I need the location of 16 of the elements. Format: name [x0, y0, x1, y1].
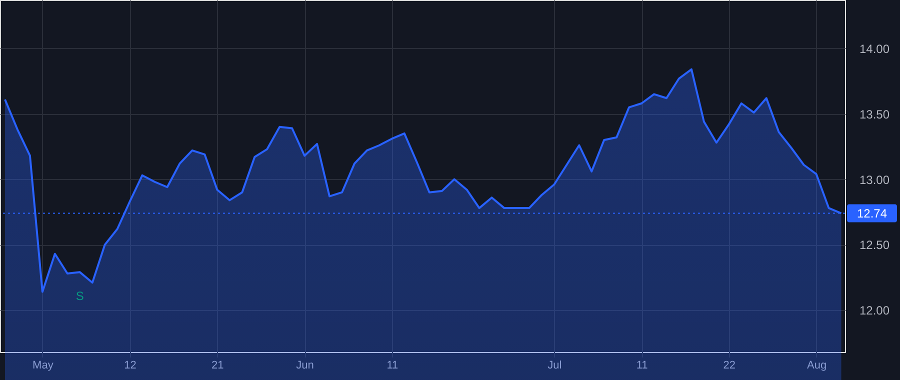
y-tick-label: 12.50 — [860, 238, 890, 252]
x-tick-label: Aug — [807, 360, 827, 372]
y-tick-label: 14.00 — [860, 42, 890, 56]
x-tick-label: 11 — [386, 360, 398, 372]
x-tick-label: 21 — [212, 360, 224, 372]
x-tick-label: 22 — [723, 360, 736, 372]
x-tick-label: 12 — [124, 360, 136, 372]
y-tick-label: 12.00 — [860, 304, 890, 318]
x-tick-label: 11 — [636, 360, 648, 372]
x-tick-label: May — [32, 360, 54, 372]
ref-line-label: 12.74 — [856, 206, 888, 220]
y-tick-label: 13.50 — [860, 107, 890, 122]
x-tick-label: Jun — [296, 360, 314, 372]
annotation: S — [76, 289, 84, 304]
y-tick-label: 13.00 — [860, 172, 890, 187]
x-tick-label: Jul — [548, 360, 562, 372]
